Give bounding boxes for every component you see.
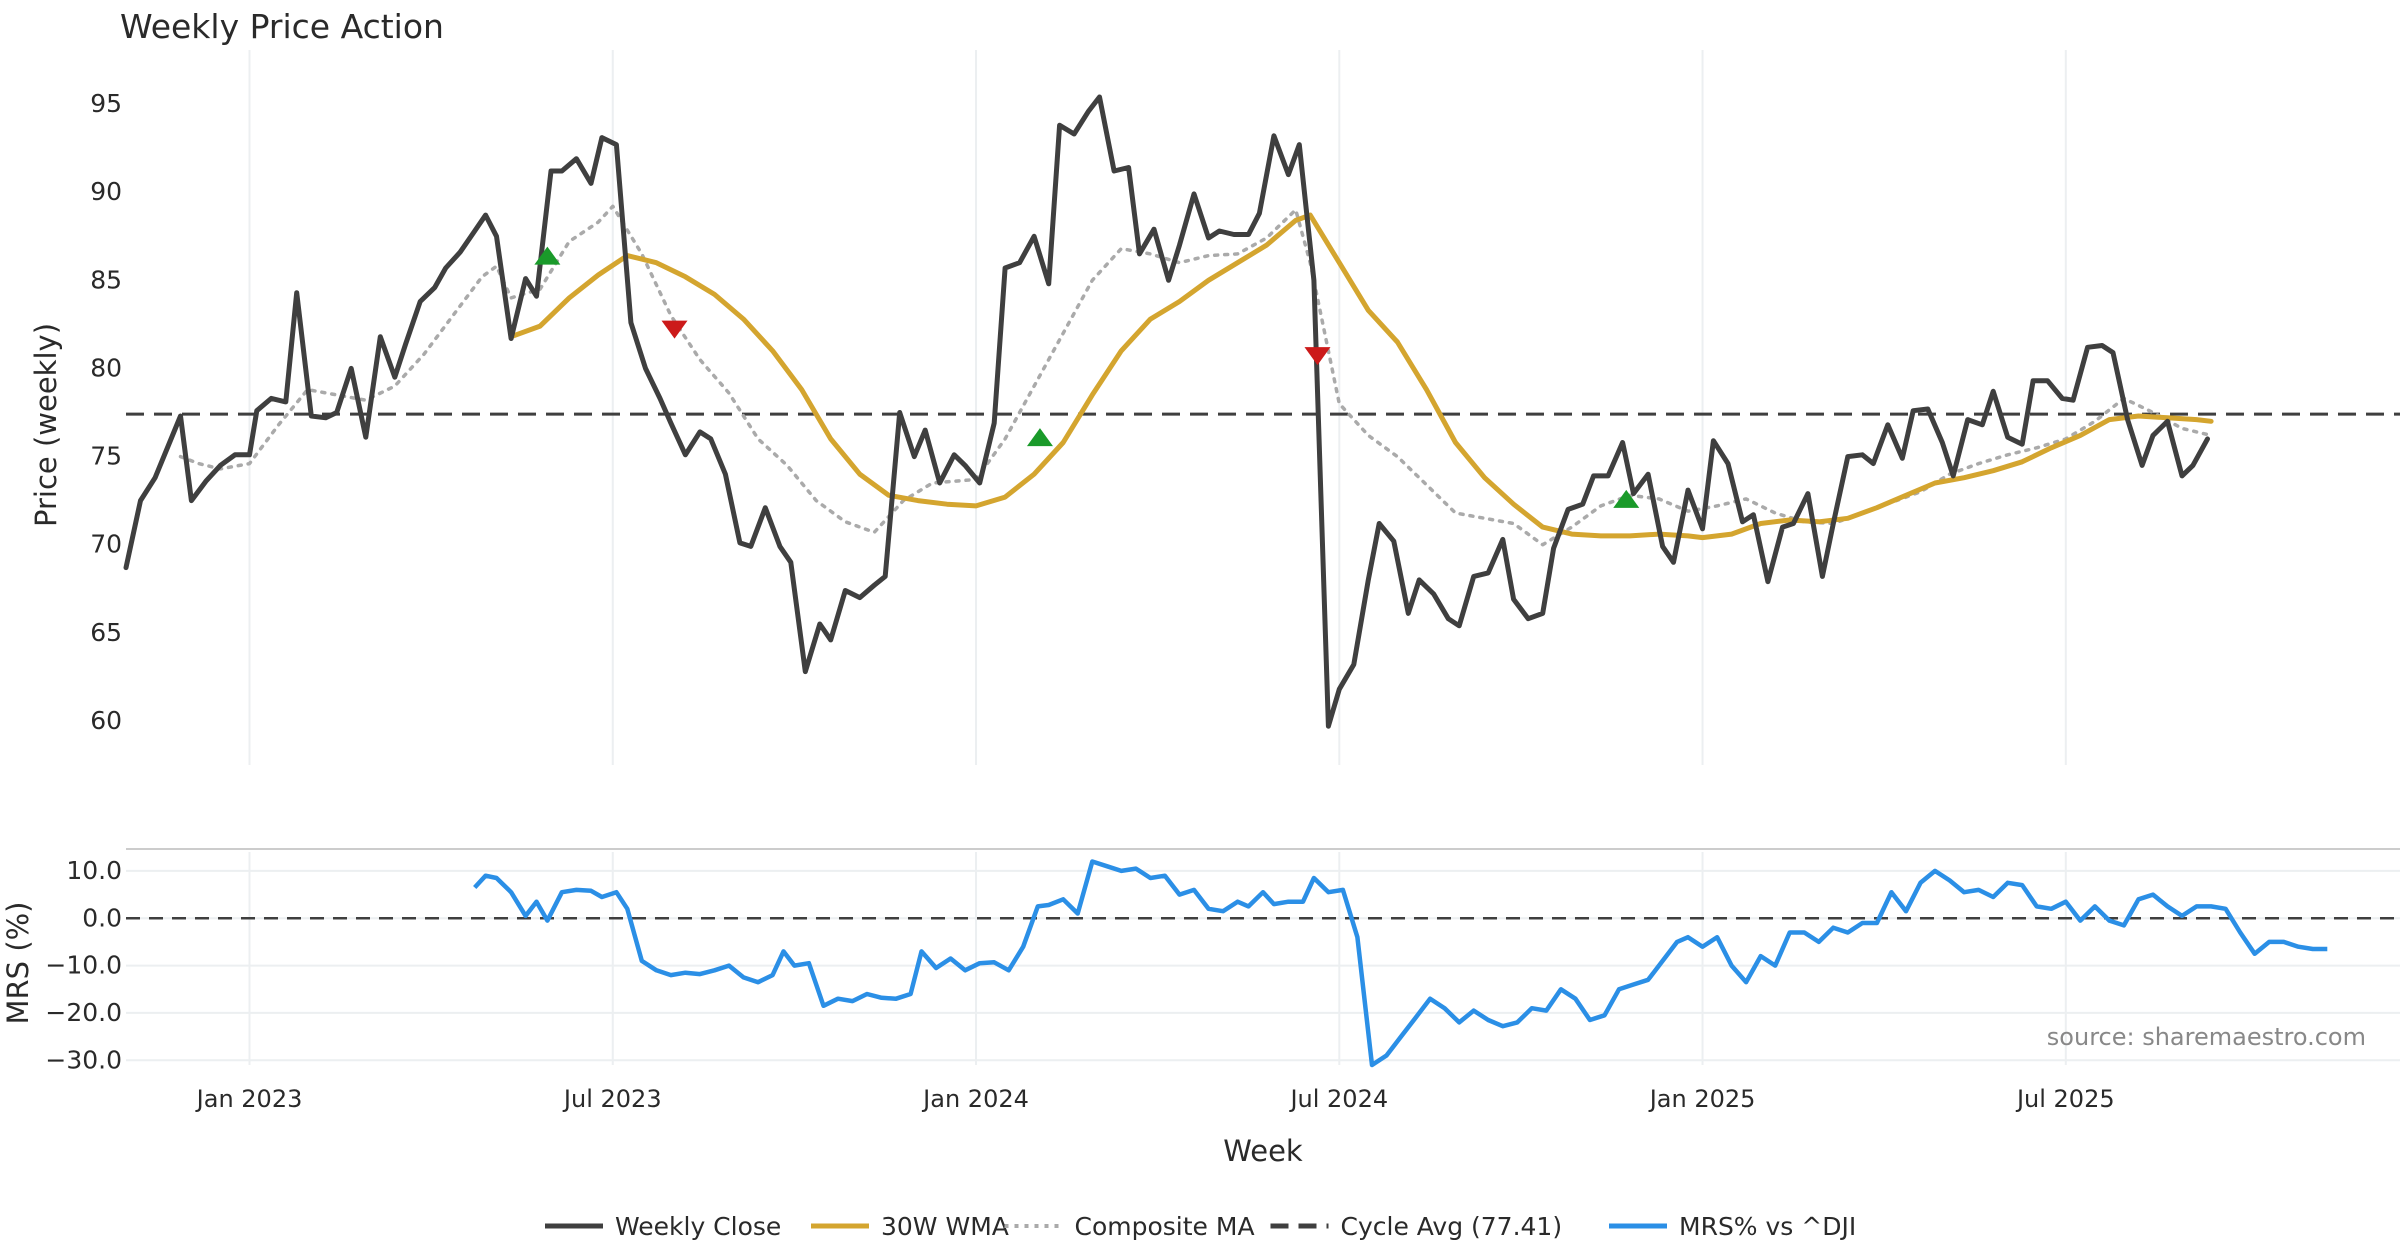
wma-30w-line	[508, 212, 2214, 541]
reference-lines	[126, 412, 2400, 920]
x-tick-label: Jan 2025	[1648, 1085, 1756, 1113]
mrs-series	[473, 859, 2328, 1068]
signal-markers	[534, 246, 1640, 508]
sell-signal-marker	[1304, 347, 1331, 366]
price-axis-label: Price (weekly)	[29, 323, 63, 527]
price-tick-label: 90	[90, 177, 122, 206]
price-tick-label: 80	[90, 353, 122, 382]
legend: Weekly Close 30W WMA Composite MA Cycle Avg…	[545, 1212, 1856, 1241]
mrs-line	[473, 859, 2328, 1068]
mrs-tick-label: 10.0	[66, 856, 122, 885]
price-tick-label: 70	[90, 530, 122, 559]
x-tick-label: Jul 2024	[1288, 1085, 1388, 1113]
buy-signal-marker	[1613, 489, 1640, 508]
mrs-tick-label: −30.0	[45, 1045, 122, 1074]
buy-signal-marker	[534, 246, 561, 265]
x-tick-label: Jan 2023	[195, 1085, 303, 1113]
sell-signal-marker	[661, 320, 688, 339]
x-tick-label: Jul 2025	[2015, 1085, 2115, 1113]
x-tick-label: Jul 2023	[562, 1085, 662, 1113]
buy-signal-marker	[1026, 428, 1053, 447]
mrs-axis-label: MRS (%)	[1, 902, 35, 1025]
mrs-tick-label: −20.0	[45, 998, 122, 1027]
legend-label: 30W WMA	[881, 1212, 1009, 1241]
x-axis-label: Week	[1223, 1134, 1303, 1168]
source-note: source: sharemaestro.com	[2047, 1023, 2366, 1051]
x-tick-label: Jan 2024	[921, 1085, 1029, 1113]
price-tick-label: 75	[90, 442, 122, 471]
legend-label: MRS% vs ^DJI	[1679, 1212, 1856, 1241]
price-series	[123, 94, 2214, 729]
price-tick-label: 95	[90, 89, 122, 118]
weekly-close-line	[123, 94, 2210, 729]
chart-title: Weekly Price Action	[120, 7, 444, 46]
price-tick-label: 65	[90, 618, 122, 647]
legend-label: Weekly Close	[615, 1212, 781, 1241]
mrs-tick-label: −10.0	[45, 951, 122, 980]
mrs-tick-label: 0.0	[82, 903, 122, 932]
legend-label: Cycle Avg (77.41)	[1341, 1212, 1563, 1241]
legend-label: Composite MA	[1075, 1212, 1255, 1241]
price-tick-label: 85	[90, 265, 122, 294]
price-tick-label: 60	[90, 706, 122, 735]
tick-labels: Jan 2023 Jul 2023 Jan 2024 Jul 2024 Jan 2025…	[45, 89, 2114, 1113]
